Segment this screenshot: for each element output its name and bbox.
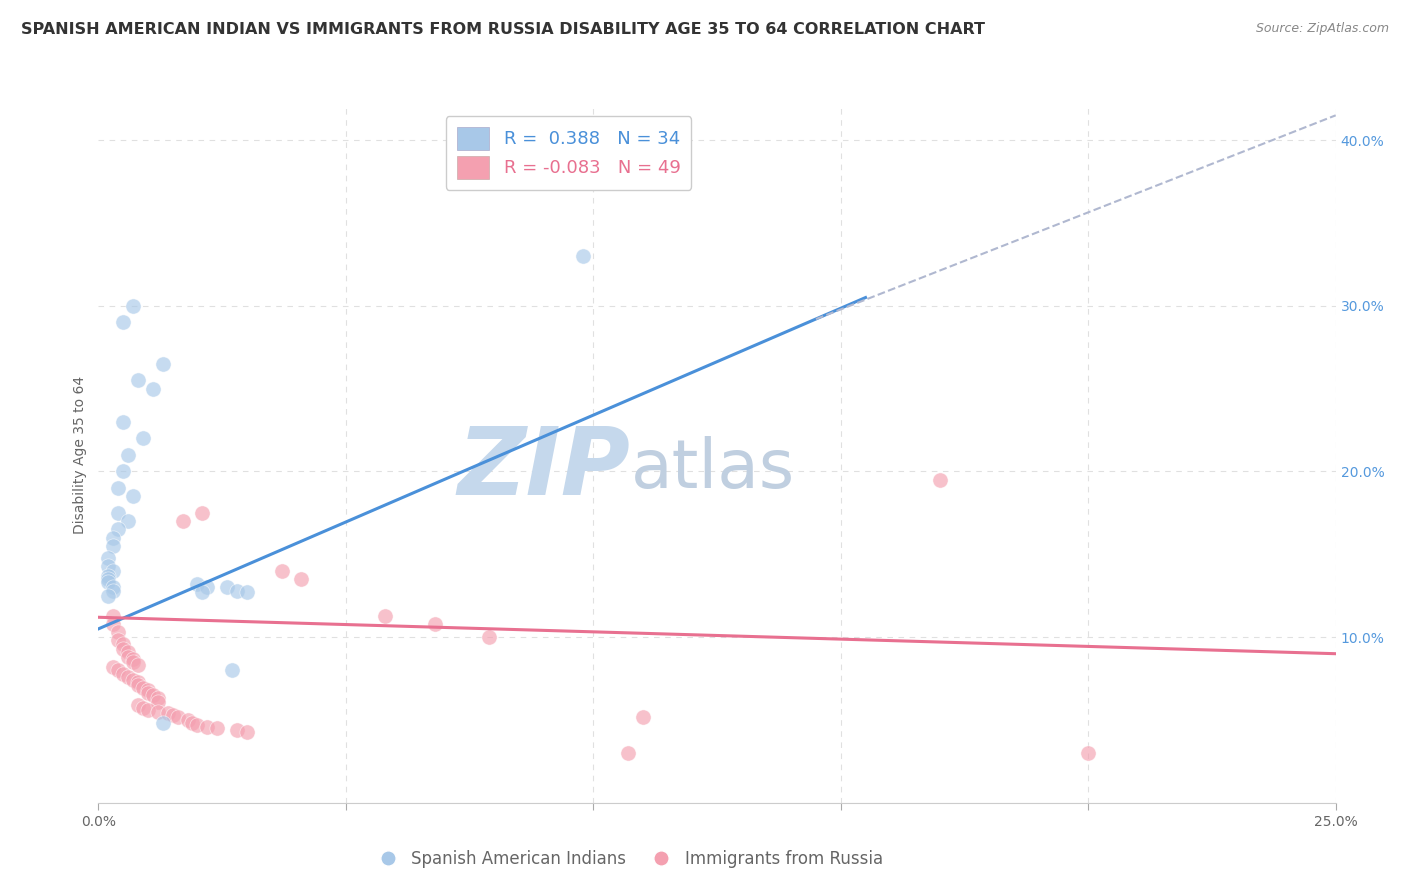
Point — [617, 746, 640, 760]
Point — [423, 616, 446, 631]
Point — [112, 415, 135, 429]
Point — [136, 683, 159, 698]
Point — [117, 670, 139, 684]
Point — [195, 720, 218, 734]
Point — [132, 431, 155, 445]
Point — [136, 703, 159, 717]
Point — [152, 716, 174, 731]
Point — [236, 724, 259, 739]
Point — [107, 663, 129, 677]
Point — [290, 572, 312, 586]
Point — [97, 575, 120, 590]
Point — [205, 721, 228, 735]
Point — [117, 514, 139, 528]
Point — [236, 585, 259, 599]
Point — [103, 616, 125, 631]
Point — [97, 589, 120, 603]
Point — [217, 581, 239, 595]
Point — [162, 708, 184, 723]
Point — [1077, 746, 1099, 760]
Point — [928, 473, 950, 487]
Point — [191, 585, 214, 599]
Point — [176, 713, 198, 727]
Text: atlas: atlas — [630, 436, 794, 502]
Point — [156, 706, 179, 721]
Point — [166, 709, 188, 723]
Point — [132, 681, 155, 696]
Text: Source: ZipAtlas.com: Source: ZipAtlas.com — [1256, 22, 1389, 36]
Point — [142, 382, 165, 396]
Point — [97, 572, 120, 586]
Point — [136, 686, 159, 700]
Point — [127, 674, 149, 689]
Point — [122, 651, 145, 665]
Point — [142, 688, 165, 702]
Point — [103, 660, 125, 674]
Point — [631, 709, 654, 723]
Point — [132, 701, 155, 715]
Point — [186, 718, 208, 732]
Point — [107, 625, 129, 640]
Text: ZIP: ZIP — [457, 423, 630, 515]
Point — [97, 550, 120, 565]
Point — [122, 655, 145, 669]
Point — [146, 695, 169, 709]
Point — [152, 357, 174, 371]
Point — [122, 299, 145, 313]
Point — [221, 663, 243, 677]
Point — [103, 531, 125, 545]
Point — [117, 645, 139, 659]
Point — [103, 583, 125, 598]
Point — [112, 637, 135, 651]
Point — [103, 608, 125, 623]
Point — [97, 558, 120, 573]
Point — [572, 249, 595, 263]
Point — [226, 723, 249, 737]
Point — [112, 465, 135, 479]
Y-axis label: Disability Age 35 to 64: Disability Age 35 to 64 — [73, 376, 87, 534]
Point — [107, 506, 129, 520]
Point — [146, 691, 169, 706]
Point — [146, 705, 169, 719]
Point — [122, 673, 145, 688]
Point — [117, 650, 139, 665]
Point — [103, 564, 125, 578]
Point — [172, 514, 194, 528]
Legend: Spanish American Indians, Immigrants from Russia: Spanish American Indians, Immigrants fro… — [371, 843, 890, 874]
Point — [112, 666, 135, 681]
Point — [97, 569, 120, 583]
Point — [117, 448, 139, 462]
Point — [107, 633, 129, 648]
Point — [107, 523, 129, 537]
Point — [195, 581, 218, 595]
Point — [478, 630, 501, 644]
Point — [107, 481, 129, 495]
Point — [374, 608, 396, 623]
Point — [127, 698, 149, 712]
Point — [186, 577, 208, 591]
Text: SPANISH AMERICAN INDIAN VS IMMIGRANTS FROM RUSSIA DISABILITY AGE 35 TO 64 CORREL: SPANISH AMERICAN INDIAN VS IMMIGRANTS FR… — [21, 22, 986, 37]
Point — [191, 506, 214, 520]
Point — [112, 641, 135, 656]
Point — [122, 489, 145, 503]
Point — [226, 583, 249, 598]
Point — [103, 581, 125, 595]
Point — [112, 315, 135, 329]
Point — [127, 658, 149, 673]
Point — [270, 564, 292, 578]
Point — [181, 716, 204, 731]
Point — [127, 373, 149, 387]
Point — [103, 539, 125, 553]
Point — [127, 678, 149, 692]
